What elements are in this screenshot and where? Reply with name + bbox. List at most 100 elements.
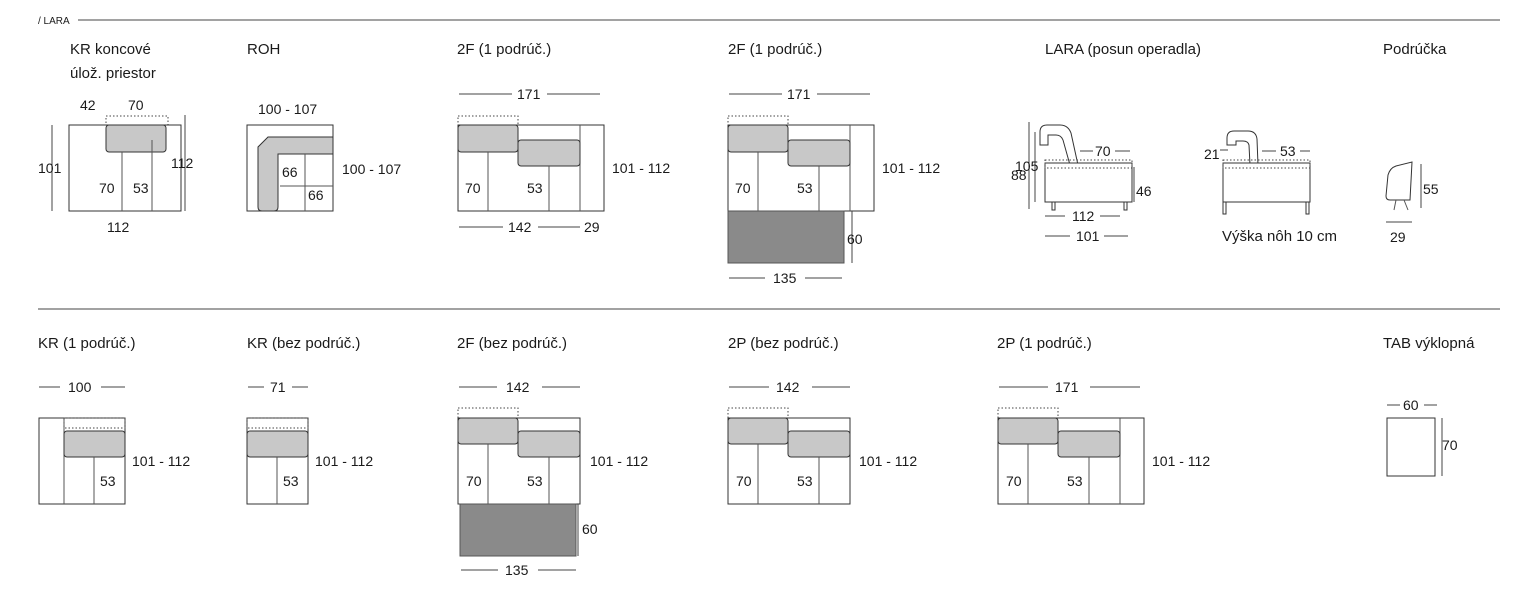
dim-label: 71	[270, 379, 286, 395]
dim-label: 70	[465, 180, 481, 196]
dim-label: 29	[584, 219, 600, 235]
dim-label: 101 - 112	[612, 160, 670, 176]
module-2f-2: 2F (1 podrúč.) 171 70 53 101 - 112 60 13…	[727, 41, 940, 286]
seat-cushion	[727, 124, 789, 153]
dim-label: 171	[787, 86, 811, 102]
seat-cushion	[787, 139, 851, 167]
seat-cushion	[105, 124, 167, 153]
seat-cushion	[727, 417, 789, 445]
module-title: KR (bez podrúč.)	[247, 335, 360, 352]
dim-label: 53	[527, 473, 543, 489]
dim-label: 100 - 107	[258, 101, 317, 117]
seat-cushion	[787, 430, 851, 458]
seat-cushion	[1057, 430, 1121, 458]
storage-outline	[63, 417, 126, 429]
module-2f-1: 2F (1 podrúč.) 171 70 53 101 - 112 142 2…	[457, 41, 670, 235]
module-title: ROH	[247, 41, 280, 58]
seat-side	[1044, 162, 1133, 203]
dim-label: 70	[1442, 437, 1458, 453]
module-kr-bez: KR (bez podrúč.) 71 101 - 112 53	[246, 335, 373, 505]
dim-label: 171	[517, 86, 541, 102]
dim-label: 70	[99, 180, 115, 196]
tab-body	[1386, 417, 1436, 477]
dim-label: 142	[508, 219, 532, 235]
leg	[1305, 201, 1310, 215]
dim-label: 29	[1390, 229, 1406, 245]
module-subtitle: úlož. priestor	[70, 65, 156, 82]
seat-outline	[1044, 159, 1133, 169]
dim-label: 105	[1015, 158, 1039, 174]
dim-label: 70	[735, 180, 751, 196]
dim-label: 135	[505, 562, 529, 578]
leg	[1222, 201, 1227, 215]
dim-label: 142	[776, 379, 800, 395]
dim-label: 55	[1423, 181, 1439, 197]
dim-label: 101 - 112	[132, 453, 190, 469]
dim-label: 70	[736, 473, 752, 489]
dim-label: 100	[68, 379, 92, 395]
dim-label: 142	[506, 379, 530, 395]
module-title: KR (1 podrúč.)	[38, 335, 136, 352]
dim-label: 70	[128, 97, 144, 113]
module-tab: TAB výklopná 60 70	[1383, 335, 1475, 477]
section-label: / LARA	[38, 16, 70, 27]
module-title: LARA (posun operadla)	[1045, 41, 1201, 58]
module-title: 2F (1 podrúč.)	[457, 41, 551, 58]
dim-label: 66	[282, 164, 298, 180]
seat-cushion	[63, 430, 126, 458]
module-podrucka: Podrúčka 55 29	[1383, 41, 1447, 245]
dim-label: 88	[1011, 167, 1027, 183]
seat-cushion	[457, 124, 519, 153]
dim-label: 53	[133, 180, 149, 196]
module-title: 2F (bez podrúč.)	[457, 335, 567, 352]
dim-label: 101 - 112	[882, 160, 940, 176]
module-title: TAB výklopná	[1383, 335, 1475, 352]
storage-outline	[246, 417, 309, 429]
dim-label: 21	[1204, 146, 1220, 162]
module-title: KR koncové	[70, 41, 151, 58]
dim-label: 53	[527, 180, 543, 196]
module-roh: ROH 100 - 107 66 66 100 - 107	[246, 41, 401, 212]
dim-label: 101	[1076, 228, 1100, 244]
module-title: 2P (1 podrúč.)	[997, 335, 1092, 352]
corner-cushion	[257, 136, 334, 212]
seat-cushion	[517, 139, 581, 167]
dim-label: 112	[1072, 208, 1095, 224]
module-title: 2P (bez podrúč.)	[728, 335, 839, 352]
dim-label: 112	[107, 219, 130, 235]
module-lara-posun: LARA (posun operadla) 88 105 70 46 112 1…	[1011, 41, 1337, 245]
dim-label: 53	[1067, 473, 1083, 489]
leg	[1403, 199, 1409, 211]
dim-label: 101	[38, 160, 62, 176]
module-2p-bez: 2P (bez podrúč.) 142 70 53 101 - 112	[727, 335, 917, 505]
dim-label: 53	[283, 473, 299, 489]
seat-outline	[1222, 159, 1311, 169]
legs-note: Výška nôh 10 cm	[1222, 228, 1337, 245]
dim-label: 101 - 112	[1152, 453, 1210, 469]
dim-label: 171	[1055, 379, 1079, 395]
ottoman	[459, 503, 577, 557]
leg	[1051, 201, 1056, 211]
armrest-shape	[1385, 161, 1413, 201]
leg	[1393, 199, 1397, 211]
seat-cushion	[997, 417, 1059, 445]
module-2f-bez: 2F (bez podrúč.) 142 70 53 101 - 112 60 …	[457, 335, 648, 578]
dim-label: 70	[1095, 143, 1111, 159]
dim-label: 53	[797, 180, 813, 196]
module-kr-1: KR (1 podrúč.) 100 101 - 112 53	[38, 335, 190, 505]
leg	[1123, 201, 1128, 211]
dim-label: 46	[1136, 183, 1152, 199]
module-title: 2F (1 podrúč.)	[728, 41, 822, 58]
dim-label: 112	[171, 155, 194, 171]
dim-label: 60	[1403, 397, 1419, 413]
dim-label: 101 - 112	[859, 453, 917, 469]
dim-label: 60	[582, 521, 598, 537]
dim-label: 53	[1280, 143, 1296, 159]
backrest-side	[1226, 130, 1259, 166]
dim-label: 66	[308, 187, 324, 203]
backrest-side	[1039, 124, 1079, 166]
module-title: Podrúčka	[1383, 41, 1447, 58]
dim-label: 70	[1006, 473, 1022, 489]
dim-label: 101 - 112	[590, 453, 648, 469]
seat-cushion	[517, 430, 581, 458]
